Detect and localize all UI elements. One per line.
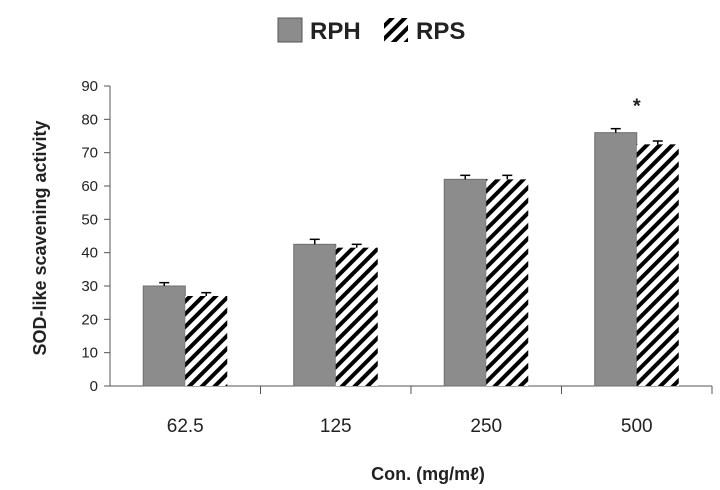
y-tick-label: 0 <box>90 378 98 395</box>
x-axis-title: Con. (mg/mℓ) <box>371 464 485 484</box>
bar-rps-500 <box>636 144 679 386</box>
bar-rps-62.5 <box>185 296 228 386</box>
x-tick-label: 500 <box>621 416 653 437</box>
x-axis: 62.5 125 250 500 <box>110 385 713 437</box>
y-tick-label: 30 <box>81 278 98 295</box>
legend-label-rps: RPS <box>416 18 465 45</box>
x-tick-label: 125 <box>320 416 352 437</box>
bar-rps-125 <box>335 247 378 386</box>
y-tick-label: 90 <box>81 78 98 95</box>
y-tick-label: 80 <box>81 111 98 128</box>
y-axis: 0 10 20 30 40 50 60 70 80 90 <box>81 78 111 395</box>
legend: RPH RPS <box>277 17 465 45</box>
y-tick-label: 50 <box>81 211 98 228</box>
x-tick-label: 250 <box>470 416 502 437</box>
bars <box>142 127 679 387</box>
bar-rph-125 <box>293 243 337 387</box>
y-tick-label: 60 <box>81 178 98 195</box>
bar-rph-62.5 <box>142 285 186 387</box>
legend-label-rph: RPH <box>310 18 361 45</box>
y-tick-label: 20 <box>81 311 98 328</box>
legend-swatch-rph <box>277 17 303 43</box>
bar-rps-250 <box>486 179 529 386</box>
legend-swatch-rps <box>384 18 408 42</box>
y-tick-label: 70 <box>81 145 98 162</box>
bar-rph-500 <box>594 132 638 387</box>
y-tick-label: 10 <box>81 345 98 362</box>
annotations: * <box>633 96 641 118</box>
y-axis-title: SOD-like scavening activity <box>30 120 50 355</box>
significance-marker: * <box>633 96 641 118</box>
x-tick-label: 62.5 <box>167 416 204 437</box>
bar-rph-250 <box>443 178 487 387</box>
y-tick-label: 40 <box>81 245 98 262</box>
